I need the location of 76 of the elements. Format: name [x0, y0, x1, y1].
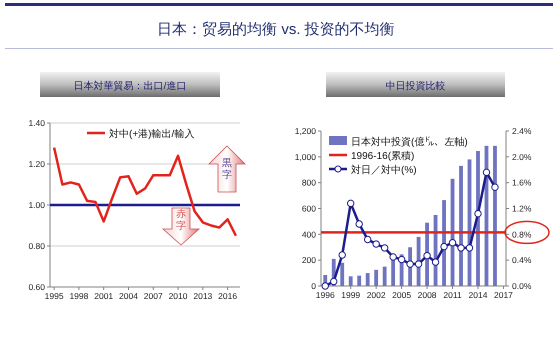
- x-tick-label: 2007: [144, 291, 163, 301]
- point: [457, 244, 465, 252]
- bar: [493, 146, 497, 286]
- x-tick-label: 1995: [44, 291, 64, 301]
- x-tick-label: 2010: [168, 291, 188, 301]
- y2-tick-label: 1.6%: [512, 178, 532, 188]
- x-tick-label: 1996: [316, 290, 335, 300]
- point: [364, 236, 372, 244]
- y2-tick-label: 0.4%: [512, 255, 532, 266]
- x-tick-label: 2014: [468, 290, 488, 300]
- y-tick-label: 1.20: [28, 159, 46, 169]
- bar: [357, 276, 362, 286]
- y2-tick-label: 1.2%: [512, 204, 532, 214]
- point: [432, 258, 440, 266]
- line-series: [52, 146, 238, 237]
- x-tick-label: 2016: [218, 291, 238, 301]
- legend-label: 対日／対中(%): [351, 164, 417, 176]
- point: [491, 183, 499, 191]
- bar: [340, 262, 344, 286]
- point: [440, 242, 448, 250]
- point: [322, 282, 329, 290]
- x-tick-label: 2017: [494, 290, 514, 300]
- x-tick-label: 2013: [193, 291, 213, 301]
- point: [482, 168, 490, 176]
- bar: [382, 266, 387, 286]
- point: [380, 244, 388, 252]
- point: [398, 256, 406, 264]
- legend-label: 日本対中投資(億㌦、左軸): [351, 136, 468, 148]
- bar: [366, 273, 370, 286]
- annotation: 黒字: [222, 158, 232, 181]
- point: [474, 210, 482, 218]
- bar: [468, 159, 472, 286]
- x-tick-label: 2001: [94, 291, 114, 301]
- chart-title: 中日投資比較: [386, 80, 446, 92]
- y-tick-label: 0.80: [28, 241, 46, 251]
- y2-tick-label: 0.0%: [512, 281, 532, 291]
- x-tick-label: 1998: [69, 291, 89, 301]
- y-tick-label: 600: [302, 204, 316, 214]
- annotation: 赤字: [176, 208, 186, 232]
- x-tick-label: 1999: [341, 290, 360, 300]
- x-tick-label: 2008: [418, 290, 437, 300]
- bar: [450, 178, 454, 286]
- point: [414, 260, 422, 268]
- x-tick-label: 2005: [392, 290, 412, 300]
- text: 日本：贸易的均衡 vs. 投资的不均衡: [157, 21, 395, 38]
- bar: [374, 270, 378, 286]
- point: [338, 251, 346, 259]
- x-tick-label: 2004: [119, 291, 138, 301]
- point: [466, 244, 474, 252]
- point: [423, 252, 431, 260]
- legend-label: 1996-16(累積): [351, 150, 414, 162]
- point: [347, 200, 354, 208]
- y-tick-label: 1,200: [294, 126, 316, 136]
- x-tick-label: 2011: [443, 290, 462, 300]
- point: [355, 220, 363, 228]
- y-tick-label: 1.40: [28, 118, 46, 128]
- y-tick-label: 0: [311, 281, 316, 291]
- point: [330, 278, 338, 286]
- y-tick-label: 400: [302, 229, 316, 240]
- legend-label: 対中(+港)輸出/輸入: [109, 128, 194, 140]
- y-tick-label: 1,000: [294, 152, 316, 162]
- y-tick-label: 800: [302, 178, 316, 188]
- point: [406, 260, 414, 268]
- y-tick-label: 1.00: [28, 200, 46, 210]
- x-tick-label: 2002: [366, 290, 386, 300]
- point: [389, 253, 397, 261]
- y-tick-label: 0.60: [28, 282, 46, 292]
- y2-tick-label: 2.0%: [512, 152, 532, 162]
- y-tick-label: 200: [302, 255, 316, 266]
- chart-title: 日本対華貿易：出口/進口: [74, 80, 186, 92]
- bar: [348, 276, 353, 286]
- y2-tick-label: 2.4%: [512, 126, 532, 136]
- point: [448, 239, 456, 246]
- point: [372, 240, 380, 248]
- bar: [459, 166, 463, 286]
- y2-tick-label: 0.8%: [512, 229, 532, 240]
